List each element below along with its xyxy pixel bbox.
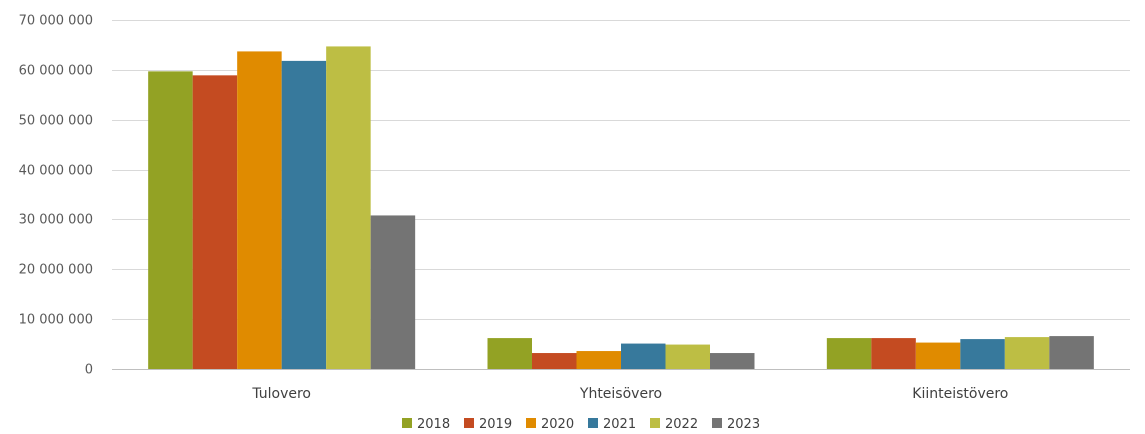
legend-item-2021[interactable]: 2021 bbox=[588, 417, 636, 432]
bar-kiinteistövero-2020[interactable] bbox=[915, 342, 961, 369]
legend-swatch bbox=[712, 418, 722, 428]
legend-label: 2020 bbox=[541, 417, 574, 432]
legend-item-2018[interactable]: 2018 bbox=[402, 417, 450, 432]
legend-item-2023[interactable]: 2023 bbox=[712, 417, 760, 432]
bar-kiinteistövero-2023[interactable] bbox=[1049, 336, 1094, 369]
y-tick-label: 40 000 000 bbox=[19, 164, 93, 179]
bar-tulovero-2018[interactable] bbox=[148, 71, 193, 370]
bar-tulovero-2023[interactable] bbox=[370, 215, 416, 369]
legend-swatch bbox=[464, 418, 474, 428]
y-tick-label: 50 000 000 bbox=[19, 114, 93, 129]
bar-tulovero-2022[interactable] bbox=[326, 46, 371, 369]
legend-label: 2022 bbox=[665, 417, 698, 432]
bar-yhteisövero-2023[interactable] bbox=[710, 353, 755, 369]
legend-label: 2019 bbox=[479, 417, 512, 432]
legend-item-2020[interactable]: 2020 bbox=[526, 417, 574, 432]
bar-tulovero-2020[interactable] bbox=[237, 51, 282, 369]
y-tick-label: 30 000 000 bbox=[19, 213, 93, 228]
legend-item-2019[interactable]: 2019 bbox=[464, 417, 512, 432]
bar-yhteisövero-2022[interactable] bbox=[665, 344, 711, 369]
y-tick-label: 70 000 000 bbox=[19, 14, 93, 29]
legend-item-2022[interactable]: 2022 bbox=[650, 417, 698, 432]
bar-kiinteistövero-2022[interactable] bbox=[1004, 337, 1050, 369]
category-label: Tulovero bbox=[251, 386, 311, 402]
y-axis: 0 10 000 000 20 000 000 30 000 000 40 000 00… bbox=[19, 14, 93, 378]
y-tick-label: 20 000 000 bbox=[19, 263, 93, 278]
bar-kiinteistövero-2019[interactable] bbox=[871, 338, 916, 369]
bars bbox=[148, 46, 1094, 370]
y-tick-label: 10 000 000 bbox=[19, 313, 93, 328]
category-label: Yhteisövero bbox=[579, 386, 662, 402]
legend-label: 2023 bbox=[727, 417, 760, 432]
y-tick-label: 60 000 000 bbox=[19, 64, 93, 79]
bar-yhteisövero-2018[interactable] bbox=[487, 338, 533, 369]
legend-swatch bbox=[526, 418, 536, 428]
y-tick-label: 0 bbox=[85, 363, 93, 378]
x-axis: Tulovero Yhteisövero Kiinteistövero bbox=[251, 386, 1008, 402]
legend-label: 2021 bbox=[603, 417, 636, 432]
bar-yhteisövero-2019[interactable] bbox=[532, 353, 577, 369]
bar-kiinteistövero-2021[interactable] bbox=[960, 339, 1005, 369]
legend[interactable]: 2018 2019 2020 2021 2022 2023 bbox=[402, 417, 760, 432]
bar-tulovero-2021[interactable] bbox=[281, 60, 327, 369]
legend-swatch bbox=[650, 418, 660, 428]
legend-swatch bbox=[402, 418, 412, 428]
bar-tulovero-2019[interactable] bbox=[192, 75, 238, 369]
bar-kiinteistövero-2018[interactable] bbox=[826, 338, 872, 369]
legend-swatch bbox=[588, 418, 598, 428]
category-label: Kiinteistövero bbox=[912, 386, 1008, 402]
legend-label: 2018 bbox=[417, 417, 450, 432]
bar-yhteisövero-2021[interactable] bbox=[621, 343, 666, 369]
bar-yhteisövero-2020[interactable] bbox=[576, 351, 622, 369]
